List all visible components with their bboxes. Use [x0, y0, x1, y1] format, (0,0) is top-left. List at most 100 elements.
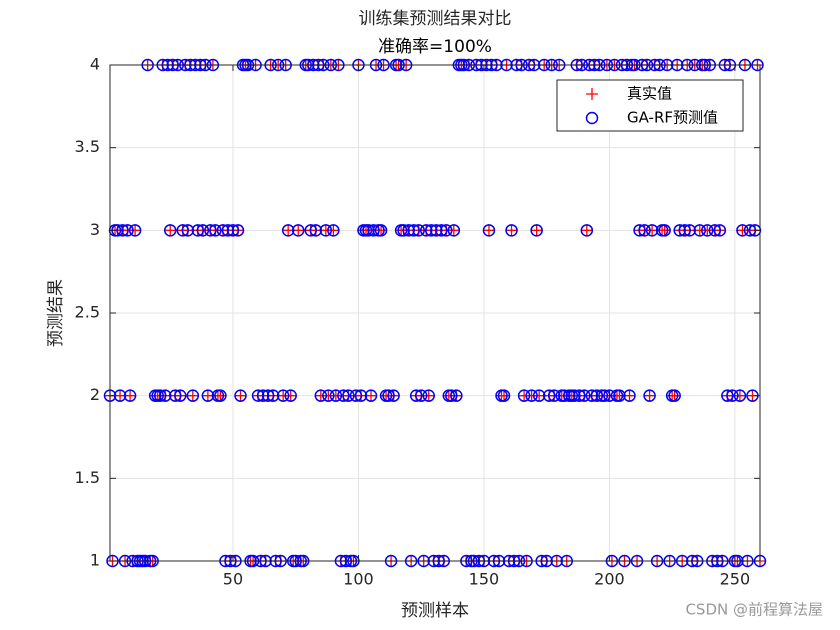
circle-marker	[658, 224, 671, 237]
circle-marker	[309, 224, 323, 237]
circle-marker	[407, 224, 420, 237]
circle-marker	[440, 224, 453, 237]
plus-marker	[586, 88, 598, 100]
circle-marker	[422, 389, 435, 402]
circle-marker	[497, 389, 511, 402]
circle-marker	[364, 389, 378, 402]
plus-marker	[498, 389, 511, 402]
circle-marker	[387, 389, 400, 402]
circle-marker	[708, 224, 722, 237]
circle-marker	[673, 224, 686, 237]
circle-marker	[337, 389, 350, 402]
circle-marker	[234, 389, 247, 402]
circle-marker	[281, 224, 295, 237]
plus-marker	[164, 224, 177, 237]
circle-marker	[116, 224, 129, 237]
circle-marker	[402, 224, 415, 237]
circle-marker	[329, 389, 343, 402]
circle-marker	[209, 224, 222, 237]
plus-marker	[668, 389, 681, 402]
circle-marker	[733, 389, 747, 402]
y-tick-label: 1.5	[75, 468, 100, 487]
plus-marker	[482, 224, 495, 237]
circle-marker	[349, 389, 363, 402]
y-tick-label: 3	[90, 220, 100, 239]
circle-marker	[251, 389, 265, 402]
circle-marker	[713, 224, 727, 237]
x-tick-label: 250	[720, 570, 751, 589]
circle-marker	[354, 389, 368, 402]
circle-marker	[367, 224, 380, 237]
circle-marker	[542, 389, 556, 402]
circle-marker	[623, 389, 636, 402]
plus-marker	[129, 224, 142, 237]
circle-marker	[342, 389, 355, 402]
x-tick-label: 100	[343, 570, 374, 589]
circle-marker	[153, 389, 167, 402]
marks	[103, 58, 767, 568]
circle-marker	[304, 224, 318, 237]
circle-marker	[450, 389, 463, 402]
circle-marker	[191, 224, 205, 237]
circle-marker	[414, 389, 428, 402]
circle-marker	[327, 224, 340, 237]
circle-marker	[284, 389, 297, 402]
plus-marker	[580, 224, 593, 237]
circle-marker	[266, 389, 280, 402]
circle-marker	[435, 224, 448, 237]
circle-marker	[216, 224, 230, 237]
circle-marker	[678, 224, 691, 237]
circle-marker	[505, 224, 518, 237]
circle-marker	[668, 389, 681, 402]
circle-marker	[397, 224, 410, 237]
circle-marker	[424, 224, 438, 237]
circle-marker	[204, 224, 217, 237]
circle-marker	[261, 389, 275, 402]
circle-marker	[578, 389, 591, 402]
circle-marker	[590, 389, 604, 402]
circle-marker	[201, 389, 215, 402]
circle-marker	[121, 224, 134, 237]
circle-marker	[701, 224, 714, 237]
x-tick-label: 50	[223, 570, 243, 589]
circle-marker	[256, 389, 270, 402]
circle-marker	[683, 224, 696, 237]
chart-subtitle: 准确率=100%	[378, 37, 492, 57]
circle-marker	[547, 389, 561, 402]
circle-marker	[638, 224, 651, 237]
circle-marker	[128, 224, 142, 237]
circle-marker	[445, 389, 458, 402]
circle-marker	[409, 389, 423, 402]
circle-marker	[573, 389, 586, 402]
y-tick-label: 1	[90, 551, 100, 570]
chart-title: 训练集预测结果对比	[359, 9, 512, 29]
circle-marker	[221, 224, 235, 237]
circle-marker	[382, 389, 395, 402]
circle-marker	[693, 224, 707, 237]
plus-marker	[327, 224, 340, 237]
plus-marker	[447, 224, 460, 237]
plus-marker	[643, 389, 656, 402]
plus-marker	[234, 389, 247, 402]
circle-marker	[419, 224, 433, 237]
circle-marker	[169, 389, 182, 402]
plus-marker	[530, 224, 543, 237]
y-tick-label: 2.5	[75, 303, 100, 322]
plus-marker	[284, 389, 297, 402]
x-axis-label: 预测样本	[401, 601, 469, 621]
circle-marker	[532, 389, 546, 402]
circle-marker	[585, 111, 599, 125]
circle-marker	[314, 389, 328, 402]
circle-marker	[158, 389, 172, 402]
plus-marker	[505, 224, 518, 237]
plus-marker	[214, 389, 227, 402]
circle-marker	[598, 389, 611, 402]
circle-marker	[517, 389, 531, 402]
plus-marker	[733, 389, 746, 402]
circle-marker	[726, 389, 739, 402]
plus-marker	[658, 224, 671, 237]
circle-marker	[585, 389, 599, 402]
circle-marker	[319, 224, 333, 237]
circle-marker	[430, 224, 443, 237]
ticks: 50 100 150 200 250 1 1.5 2 2.5 3 3.5 4	[75, 55, 760, 589]
